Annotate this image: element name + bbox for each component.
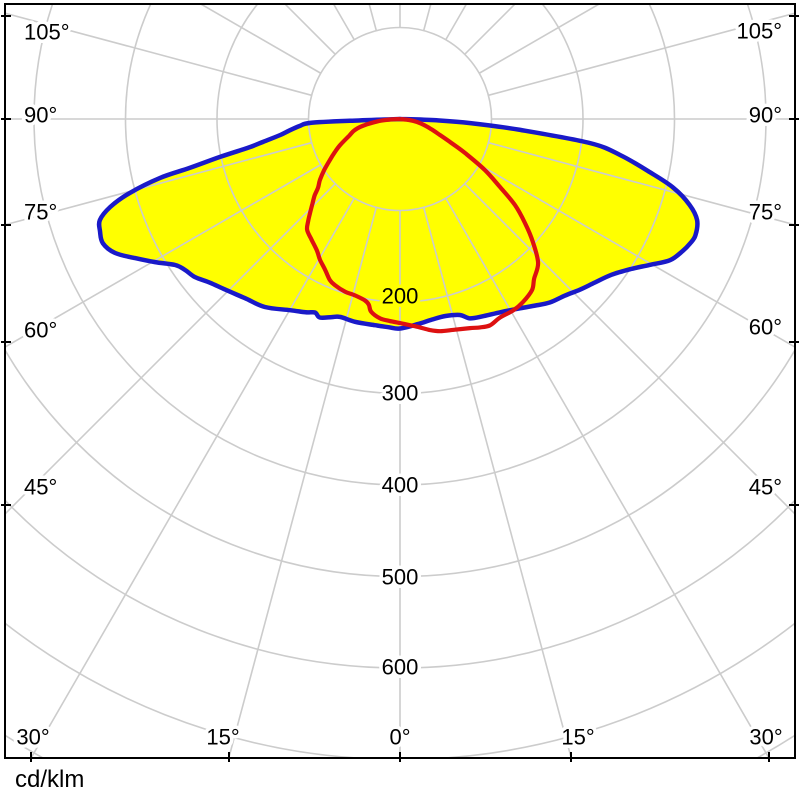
c0-c180-curve [96, 116, 700, 331]
radial-label: 300 [382, 381, 419, 406]
angle-label-left: 60° [24, 318, 57, 343]
grid-ray [422, 207, 573, 758]
angle-label-right: 75° [749, 200, 782, 225]
radial-label: 500 [382, 565, 419, 590]
grid-ray [464, 183, 795, 516]
grid-ray [488, 141, 795, 226]
grid-ray [478, 164, 795, 348]
angle-label-left: 45° [24, 475, 57, 500]
angle-label-right: 45° [749, 475, 782, 500]
radial-label: 200 [382, 284, 419, 309]
angle-label-bottom: 15° [206, 725, 239, 750]
angle-label-bottom: 15° [561, 725, 594, 750]
c90-c270-curve [304, 116, 541, 334]
angle-label-left: 105° [24, 20, 70, 45]
grid-ray [5, 141, 312, 226]
angle-label-right: 105° [736, 19, 782, 44]
grid-ray [5, 183, 336, 516]
grid-ray [488, 12, 795, 97]
grid-ray [5, 12, 312, 97]
angle-label-bottom: 30° [749, 725, 782, 750]
angle-label-bottom: 30° [16, 725, 49, 750]
angle-label-bottom: 0° [389, 725, 410, 750]
grid-ray [5, 164, 322, 348]
radial-label: 400 [382, 473, 419, 498]
units-label: cd/klm [15, 766, 85, 793]
grid-ray [445, 197, 770, 758]
angle-label-left: 90° [24, 103, 57, 128]
angle-label-right: 60° [749, 315, 782, 340]
radial-label: 600 [382, 655, 419, 680]
angle-label-right: 90° [749, 103, 782, 128]
beam-area-fill [99, 119, 698, 329]
grid-ray [227, 207, 378, 758]
axis-ticks [1, 15, 799, 762]
angle-label-left: 75° [24, 200, 57, 225]
grid-ray [30, 197, 355, 758]
